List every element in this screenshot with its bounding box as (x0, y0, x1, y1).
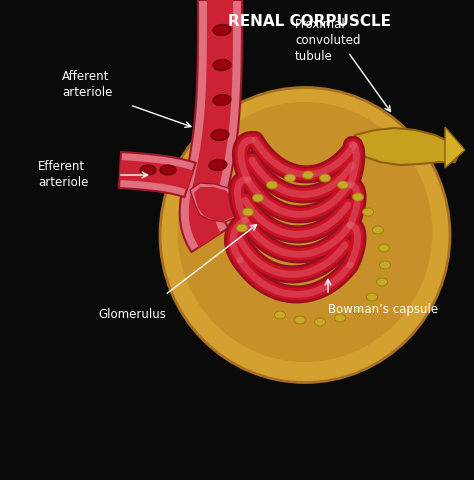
Polygon shape (445, 127, 465, 168)
Polygon shape (190, 183, 240, 222)
Ellipse shape (253, 194, 264, 202)
Ellipse shape (284, 174, 295, 182)
Polygon shape (180, 0, 242, 252)
Ellipse shape (294, 316, 306, 324)
Ellipse shape (177, 102, 432, 362)
Ellipse shape (243, 208, 254, 216)
Text: Afferent
arteriole: Afferent arteriole (62, 71, 112, 99)
Ellipse shape (337, 181, 348, 189)
Ellipse shape (213, 60, 231, 71)
Ellipse shape (160, 87, 450, 383)
Ellipse shape (213, 95, 231, 106)
Ellipse shape (363, 208, 374, 216)
Polygon shape (119, 152, 196, 197)
Polygon shape (350, 128, 460, 165)
Ellipse shape (237, 224, 247, 232)
Polygon shape (180, 188, 215, 270)
Ellipse shape (213, 24, 231, 36)
Text: Bowman’s capsule: Bowman’s capsule (328, 303, 438, 316)
Polygon shape (119, 160, 193, 190)
Text: Efferent
arteriole: Efferent arteriole (38, 160, 88, 190)
Text: RENAL CORPUSCLE: RENAL CORPUSCLE (228, 14, 392, 29)
Ellipse shape (373, 226, 383, 234)
Ellipse shape (376, 278, 388, 286)
Ellipse shape (302, 171, 313, 179)
Text: Proximal
convoluted
tubule: Proximal convoluted tubule (295, 17, 361, 62)
Ellipse shape (366, 293, 377, 301)
Ellipse shape (140, 165, 156, 175)
Ellipse shape (380, 261, 391, 269)
Ellipse shape (209, 159, 227, 170)
Ellipse shape (319, 174, 330, 182)
Ellipse shape (266, 181, 277, 189)
Ellipse shape (335, 314, 346, 322)
Polygon shape (194, 187, 236, 221)
Ellipse shape (211, 130, 229, 141)
Polygon shape (189, 0, 233, 247)
Ellipse shape (353, 193, 364, 201)
Ellipse shape (315, 318, 326, 326)
Ellipse shape (353, 306, 364, 314)
Ellipse shape (379, 244, 390, 252)
Ellipse shape (274, 311, 285, 319)
Text: Glomerulus: Glomerulus (98, 309, 166, 322)
Ellipse shape (160, 165, 176, 175)
